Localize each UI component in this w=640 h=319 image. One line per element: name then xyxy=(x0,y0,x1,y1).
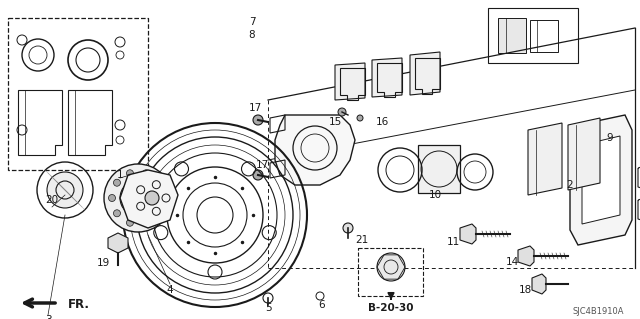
Circle shape xyxy=(47,172,83,208)
Circle shape xyxy=(127,170,134,177)
Text: 15: 15 xyxy=(328,117,342,127)
Text: 2: 2 xyxy=(566,180,573,190)
Polygon shape xyxy=(108,233,128,253)
Text: 19: 19 xyxy=(97,258,109,268)
Text: 1: 1 xyxy=(116,170,124,180)
Text: 17: 17 xyxy=(255,160,269,170)
Text: 4: 4 xyxy=(166,285,173,295)
Text: 3: 3 xyxy=(45,315,51,319)
Circle shape xyxy=(127,219,134,226)
Text: 20: 20 xyxy=(45,195,59,205)
Text: FR.: FR. xyxy=(68,299,90,311)
Polygon shape xyxy=(410,52,440,95)
Text: 17: 17 xyxy=(248,103,262,113)
Circle shape xyxy=(143,219,150,226)
Circle shape xyxy=(357,115,363,121)
Circle shape xyxy=(253,115,263,125)
Text: SJC4B1910A: SJC4B1910A xyxy=(572,308,624,316)
Text: 16: 16 xyxy=(376,117,388,127)
Text: 5: 5 xyxy=(265,303,271,313)
Circle shape xyxy=(338,108,346,116)
Text: 18: 18 xyxy=(518,285,532,295)
Circle shape xyxy=(104,164,172,232)
Text: 10: 10 xyxy=(428,190,442,200)
Circle shape xyxy=(120,180,156,216)
Text: 9: 9 xyxy=(607,133,613,143)
Text: 6: 6 xyxy=(319,300,325,310)
Circle shape xyxy=(253,170,263,180)
Circle shape xyxy=(143,170,150,177)
Circle shape xyxy=(161,195,168,202)
Polygon shape xyxy=(582,136,620,224)
Circle shape xyxy=(343,223,353,233)
Text: 8: 8 xyxy=(249,30,255,40)
Circle shape xyxy=(145,191,159,205)
Polygon shape xyxy=(275,115,355,185)
Circle shape xyxy=(113,210,120,217)
Circle shape xyxy=(377,253,405,281)
FancyBboxPatch shape xyxy=(8,18,148,170)
Text: 14: 14 xyxy=(506,257,518,267)
Text: 7: 7 xyxy=(249,17,255,27)
Polygon shape xyxy=(335,63,365,100)
FancyBboxPatch shape xyxy=(358,248,423,296)
Text: B-20-30: B-20-30 xyxy=(368,303,413,313)
Circle shape xyxy=(113,179,120,186)
FancyBboxPatch shape xyxy=(488,8,578,63)
Circle shape xyxy=(156,179,163,186)
Polygon shape xyxy=(372,58,402,97)
Polygon shape xyxy=(570,115,632,245)
Polygon shape xyxy=(460,224,476,244)
Text: 21: 21 xyxy=(355,235,369,245)
Polygon shape xyxy=(568,118,600,190)
Circle shape xyxy=(156,210,163,217)
Circle shape xyxy=(109,195,115,202)
Bar xyxy=(530,20,558,52)
Polygon shape xyxy=(528,123,562,195)
Polygon shape xyxy=(518,246,534,266)
Text: 11: 11 xyxy=(446,237,460,247)
Bar xyxy=(418,145,460,193)
Polygon shape xyxy=(120,170,178,228)
Polygon shape xyxy=(532,274,546,294)
Bar xyxy=(498,18,526,53)
